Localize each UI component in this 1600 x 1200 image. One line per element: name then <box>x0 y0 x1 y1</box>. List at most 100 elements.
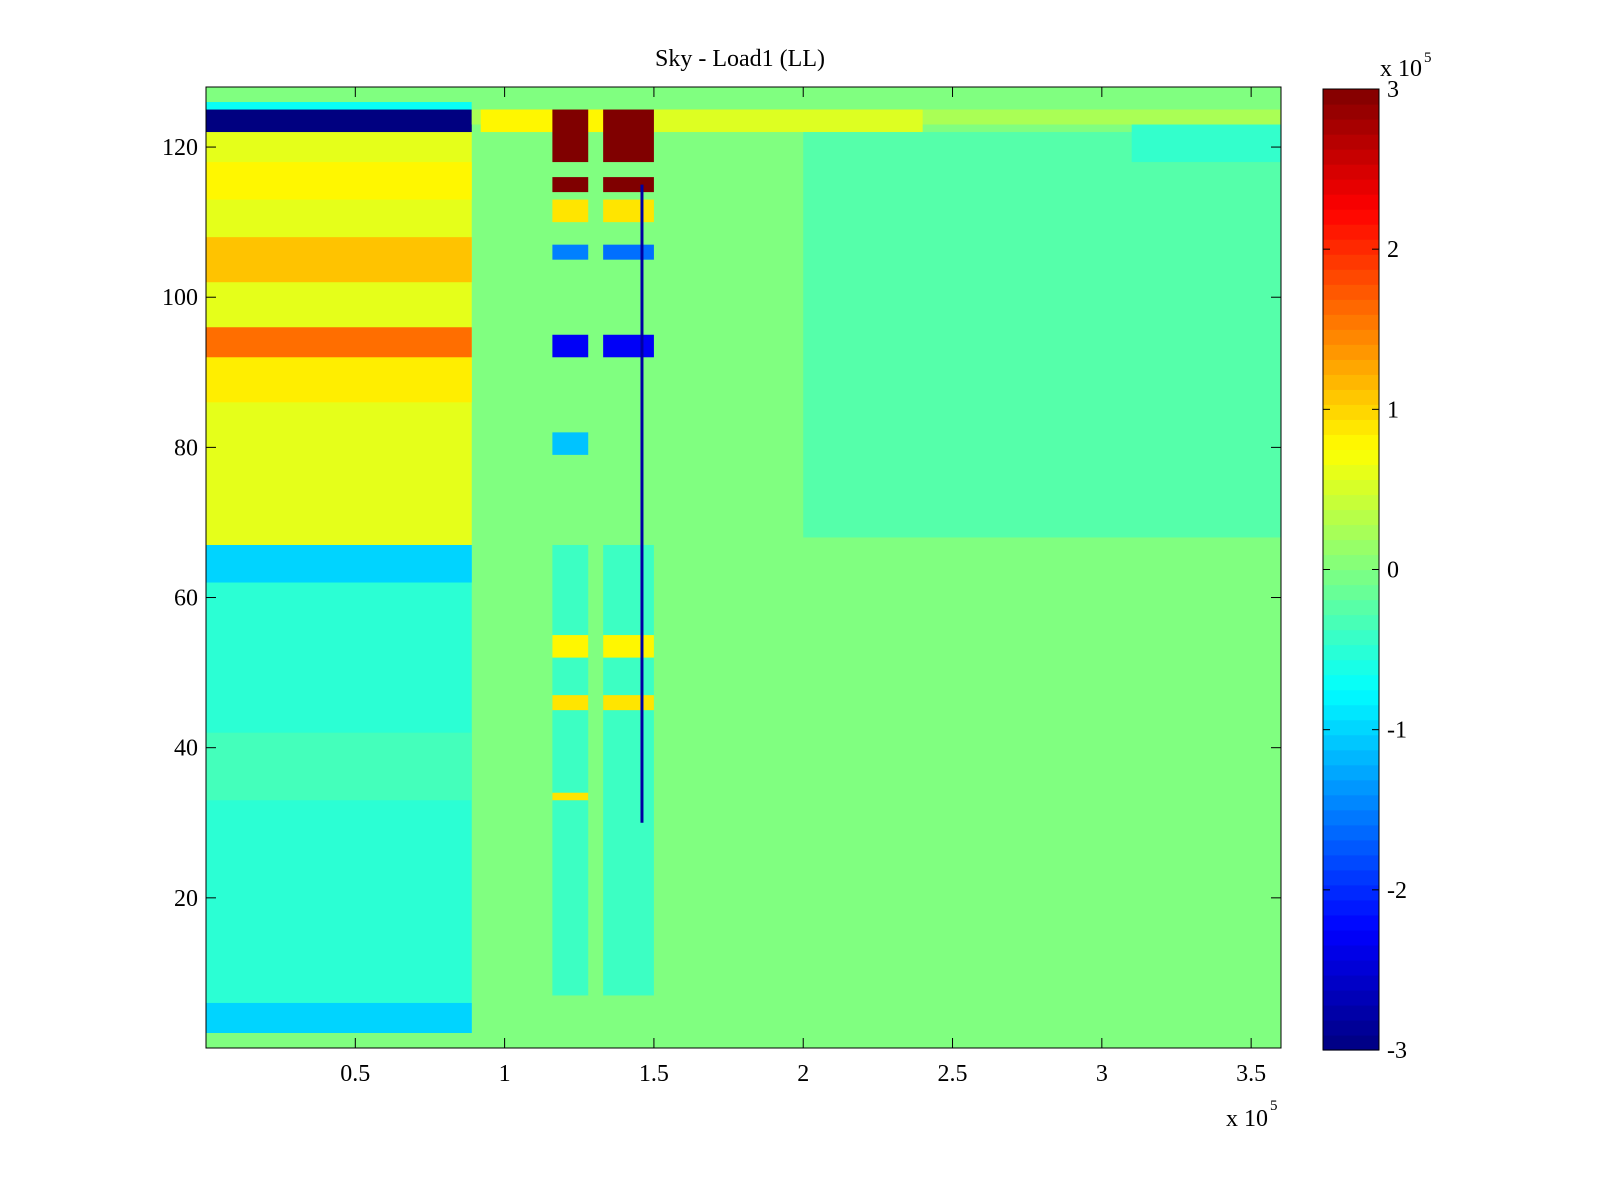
colorbar-swatch <box>1323 839 1379 856</box>
colorbar-swatch <box>1323 539 1379 556</box>
heatmap-cell <box>552 334 589 358</box>
colorbar-swatch <box>1323 914 1379 931</box>
colorbar-swatch <box>1323 749 1379 766</box>
heatmap-cell <box>552 635 589 658</box>
heatmap-cell <box>1131 124 1281 163</box>
colorbar-swatch <box>1323 404 1379 420</box>
x-tick-label: 0.5 <box>340 1061 370 1087</box>
colorbar-swatch <box>1323 779 1379 796</box>
heatmap-cell <box>552 432 589 455</box>
colorbar-swatch <box>1323 1034 1379 1051</box>
colorbar-swatch <box>1323 734 1379 751</box>
colorbar-swatch <box>1323 524 1379 541</box>
colorbar-swatch <box>1323 554 1379 571</box>
heatmap-cell <box>552 695 589 711</box>
colorbar-swatch <box>1323 629 1379 646</box>
colorbar-swatch <box>1323 794 1379 811</box>
colorbar-swatch <box>1323 284 1379 300</box>
heatmap-cell <box>603 334 654 358</box>
heatmap-cell <box>480 109 610 133</box>
plot-frame <box>205 86 1282 1049</box>
colorbar-swatch <box>1323 209 1379 225</box>
x-tick-label: 3 <box>1096 1061 1108 1087</box>
colorbar-swatch <box>1323 389 1379 405</box>
y-tick-label: 20 <box>174 886 198 912</box>
heatmap-cell <box>206 109 472 133</box>
colorbar-tick-label: 3 <box>1387 77 1399 103</box>
colorbar-swatch <box>1323 974 1379 991</box>
colorbar-swatch <box>1323 884 1379 901</box>
colorbar-swatch <box>1323 104 1379 120</box>
y-tick-label: 80 <box>174 435 198 461</box>
colorbar-exponent-base: x 10 <box>1380 56 1422 82</box>
heatmap-cell <box>603 635 654 658</box>
heatmap-cell <box>552 792 589 801</box>
colorbar-swatch <box>1323 254 1379 270</box>
colorbar-swatch <box>1323 614 1379 631</box>
y-axis: 20 40 60 80 100 120 <box>162 135 1281 912</box>
colorbar-swatch <box>1323 644 1379 661</box>
colorbar-swatch <box>1323 344 1379 360</box>
colorbar-exponent-label: x 10 5 <box>1380 50 1432 82</box>
colorbar-swatch <box>1323 1004 1379 1021</box>
heatmap-cell <box>603 199 654 223</box>
x-exponent-base: x 10 <box>1226 1106 1268 1132</box>
heatmap-cell <box>206 162 472 200</box>
colorbar-swatch <box>1323 944 1379 961</box>
colorbar-swatch <box>1323 269 1379 285</box>
heatmap-cell <box>603 695 654 711</box>
y-tick-label: 100 <box>162 285 198 311</box>
heatmap-cell <box>640 184 644 823</box>
heatmap-cell <box>552 544 589 996</box>
colorbar-swatch <box>1323 329 1379 345</box>
heatmap-cell <box>603 109 654 163</box>
colorbar-swatch <box>1323 659 1379 676</box>
x-exponent-power: 5 <box>1270 1098 1278 1114</box>
colorbar-tick-label: 0 <box>1387 558 1399 584</box>
colorbar-swatch <box>1323 314 1379 330</box>
colorbar-swatch <box>1323 899 1379 916</box>
colorbar-swatch <box>1323 704 1379 721</box>
colorbar-swatch <box>1323 119 1379 135</box>
colorbar-swatch <box>1323 1019 1379 1036</box>
heatmap-cell <box>206 1002 472 1033</box>
colorbar-swatch <box>1323 509 1379 526</box>
colorbar-swatch <box>1323 224 1379 240</box>
x-tick-label: 3.5 <box>1236 1061 1266 1087</box>
colorbar-tick-label: -2 <box>1387 878 1407 904</box>
colorbar-swatch <box>1323 464 1379 481</box>
heatmap-cell <box>552 109 589 163</box>
chart-title: Sky - Load1 (LL) <box>655 46 825 72</box>
colorbar-ticks: -3 -2 -1 0 1 2 3 <box>1323 77 1407 1064</box>
colorbar-swatch <box>1323 929 1379 946</box>
heatmap-cell <box>653 109 923 133</box>
colorbar-swatch <box>1323 479 1379 496</box>
colorbar-swatch <box>1323 599 1379 616</box>
colorbar-swatch <box>1323 824 1379 841</box>
x-tick-label: 1.5 <box>639 1061 669 1087</box>
heatmap-cell <box>603 177 654 193</box>
heatmap-cell <box>603 244 654 260</box>
colorbar-swatch <box>1323 689 1379 706</box>
heatmap-cell <box>552 177 589 193</box>
plot-area <box>206 87 1281 1048</box>
colorbar-swatch <box>1323 149 1379 165</box>
heatmap-cell <box>206 237 472 283</box>
colorbar-swatch <box>1323 959 1379 976</box>
heatmap-cell <box>803 132 1281 538</box>
colorbar-swatch <box>1323 569 1379 586</box>
colorbar-swatch <box>1323 764 1379 781</box>
x-axis: 0.5 1 1.5 2 2.5 3 3.5 <box>340 87 1266 1087</box>
colorbar-swatch <box>1323 869 1379 886</box>
colorbar-swatch <box>1323 299 1379 315</box>
colorbar-swatch <box>1323 854 1379 871</box>
heatmap-cell <box>206 357 472 403</box>
heatmap-cell <box>552 199 589 223</box>
y-tick-label: 40 <box>174 736 198 762</box>
colorbar-tick-label: 1 <box>1387 397 1399 423</box>
colorbar-swatch <box>1323 434 1379 450</box>
colorbar-swatch <box>1323 494 1379 511</box>
colorbar-swatch <box>1323 419 1379 435</box>
colorbar-swatch <box>1323 179 1379 195</box>
